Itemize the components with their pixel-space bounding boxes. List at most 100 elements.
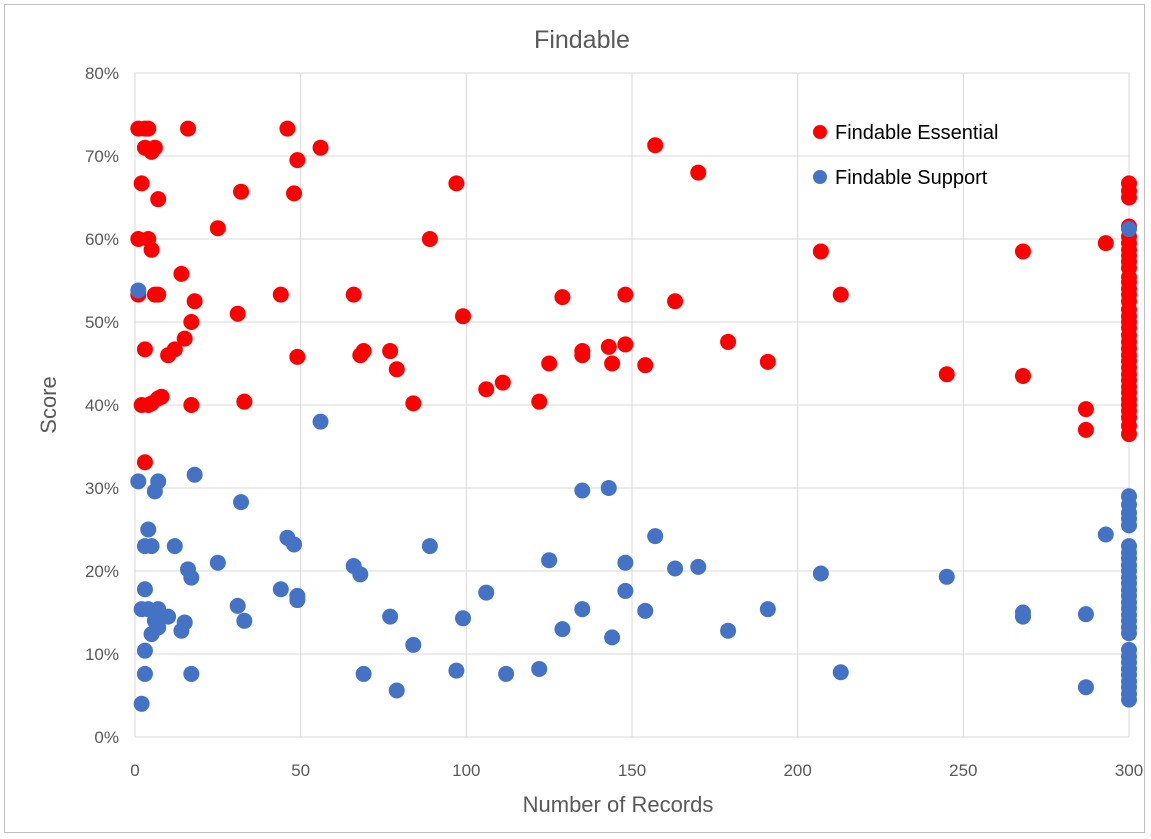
- y-axis-title: Score: [36, 376, 61, 433]
- data-point: [289, 152, 306, 169]
- data-point: [690, 164, 707, 181]
- data-point: [455, 610, 472, 627]
- legend: Findable Essential Findable Support: [813, 122, 998, 189]
- data-point: [574, 343, 591, 360]
- data-point: [133, 175, 150, 192]
- data-point: [421, 538, 438, 555]
- data-point: [421, 231, 438, 247]
- data-point: [186, 293, 203, 310]
- y-tick-label: 0%: [94, 728, 119, 747]
- data-point: [759, 601, 776, 618]
- data-point: [173, 622, 190, 639]
- data-point: [209, 554, 226, 571]
- data-point: [136, 665, 153, 682]
- data-point: [667, 560, 684, 577]
- data-point: [136, 642, 153, 659]
- data-point: [541, 355, 558, 372]
- y-tick-label: 50%: [85, 313, 119, 332]
- data-point: [136, 454, 153, 471]
- data-point: [160, 347, 177, 364]
- data-point: [554, 289, 571, 306]
- chart-title: Findable: [534, 26, 630, 54]
- data-point: [355, 343, 372, 360]
- x-tick-label: 250: [949, 761, 977, 780]
- chart-area: [4, 4, 1145, 833]
- data-point: [388, 682, 405, 699]
- data-point: [1121, 517, 1137, 534]
- data-point: [150, 286, 167, 303]
- data-point: [143, 241, 160, 258]
- data-point: [832, 286, 849, 303]
- data-point: [160, 608, 177, 625]
- data-point: [180, 120, 197, 137]
- data-point: [690, 558, 707, 575]
- data-point: [345, 286, 362, 303]
- data-point: [938, 568, 955, 585]
- data-point: [938, 366, 955, 383]
- data-point: [355, 665, 372, 682]
- data-point: [832, 664, 849, 681]
- data-point: [759, 353, 776, 370]
- data-point: [600, 338, 617, 355]
- x-tick-label: 300: [1115, 761, 1143, 780]
- data-point: [272, 581, 289, 598]
- data-point: [554, 621, 571, 638]
- x-axis-title: Number of Records: [523, 792, 714, 817]
- data-point: [150, 619, 167, 636]
- data-point: [531, 393, 548, 410]
- data-point: [617, 336, 634, 353]
- data-point: [140, 521, 157, 538]
- data-point: [1077, 606, 1094, 623]
- data-point: [812, 243, 829, 260]
- data-point: [604, 355, 621, 372]
- y-tick-label: 10%: [85, 645, 119, 664]
- data-point: [183, 665, 200, 682]
- data-point: [600, 480, 617, 496]
- data-point: [812, 565, 829, 582]
- data-point: [286, 185, 303, 202]
- data-point: [1097, 235, 1114, 252]
- x-tick-label: 150: [618, 761, 646, 780]
- data-point: [617, 554, 634, 571]
- data-point: [382, 608, 399, 625]
- data-point: [1077, 421, 1094, 438]
- data-point: [143, 538, 160, 555]
- data-point: [233, 183, 250, 200]
- data-point: [574, 601, 591, 618]
- data-point: [183, 397, 200, 413]
- data-point: [229, 305, 246, 322]
- data-point: [382, 343, 399, 360]
- data-point: [136, 341, 153, 358]
- y-tick-label: 80%: [85, 64, 119, 83]
- legend-item-support: Findable Support: [813, 167, 988, 189]
- x-tick-label: 0: [130, 761, 139, 780]
- data-point: [183, 314, 200, 330]
- data-point: [405, 395, 422, 412]
- data-points: [130, 120, 1137, 712]
- data-point: [617, 286, 634, 303]
- data-point: [720, 333, 737, 350]
- data-point: [186, 466, 203, 483]
- data-point: [1121, 221, 1137, 238]
- data-point: [143, 395, 160, 412]
- data-point: [617, 582, 634, 599]
- data-point: [667, 293, 684, 310]
- data-point: [1077, 679, 1094, 696]
- legend-label-essential: Findable Essential: [835, 122, 998, 144]
- series-findable-support: [130, 221, 1137, 712]
- data-point: [286, 536, 303, 553]
- data-point: [312, 413, 329, 430]
- data-point: [312, 139, 329, 156]
- data-point: [647, 528, 664, 545]
- data-point: [183, 569, 200, 586]
- data-point: [130, 282, 147, 299]
- data-point: [352, 566, 369, 583]
- data-point: [448, 175, 465, 192]
- data-point: [574, 482, 591, 499]
- data-point: [236, 612, 253, 629]
- data-point: [455, 308, 472, 325]
- data-point: [1077, 401, 1094, 418]
- data-point: [478, 381, 495, 398]
- data-point: [720, 622, 737, 639]
- data-point: [136, 581, 153, 598]
